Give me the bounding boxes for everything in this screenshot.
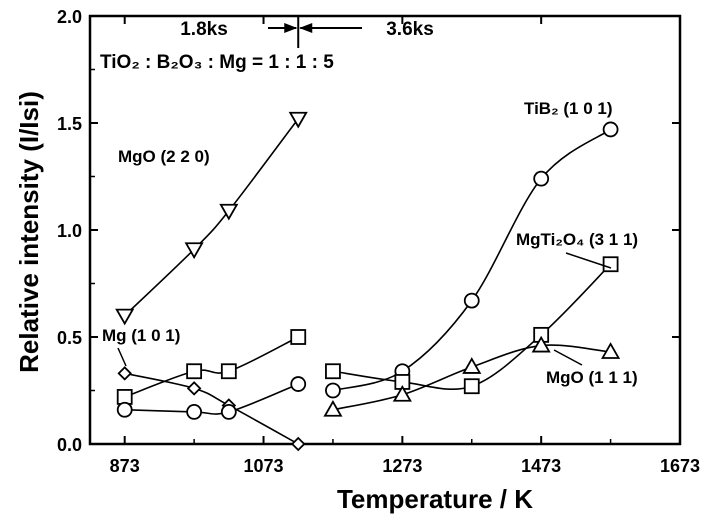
label-mgo-111: MgO (1 1 1) (546, 368, 638, 387)
y-tick-label-1: 0.5 (57, 328, 82, 348)
series-0-point-3 (288, 111, 308, 129)
y-tick-label-3: 1.5 (57, 114, 82, 134)
series-3-point-0 (116, 401, 133, 418)
series-4-point-4 (602, 121, 619, 138)
series-line-0 (124, 118, 299, 317)
series-1-point-3 (290, 436, 306, 452)
label-mgo-220: MgO (2 2 0) (118, 147, 210, 166)
series-line-4 (332, 128, 612, 392)
series-6-point-1 (392, 384, 412, 402)
time-arrow-left-head (284, 23, 298, 33)
x-tick-label-4: 1673 (660, 456, 700, 476)
series-2-point-3 (290, 329, 307, 345)
series-1-point-0 (117, 366, 132, 381)
series-6-point-2 (462, 357, 482, 374)
leader-mgti2o4-311 (565, 252, 612, 269)
composition-label: TiO₂ : B₂O₃ : Mg = 1 : 1 : 5 (100, 52, 334, 73)
series-2-point-1 (186, 363, 203, 380)
label-mg-101: Mg (1 0 1) (102, 326, 180, 345)
x-tick-label-2: 1273 (382, 456, 422, 476)
leader-mgo-111 (553, 349, 583, 366)
series-2-point-2 (220, 363, 237, 380)
y-tick-label-0: 0.0 (57, 435, 82, 455)
x-tick-label-0: 873 (110, 456, 140, 476)
series-6-point-4 (601, 342, 621, 359)
ticks: 873 1073 1273 1473 1673 0.0 0.5 1.0 1.5 2.0 (57, 7, 700, 476)
label-tib2-101: TiB₂ (1 0 1) (524, 99, 613, 118)
series-5-point-0 (325, 363, 341, 380)
time-right-label: 3.6ks (386, 19, 434, 40)
series-0-point-0 (115, 308, 135, 326)
series-line-1 (124, 372, 299, 445)
series-5-point-2 (463, 378, 480, 395)
y-tick-label-4: 2.0 (57, 7, 82, 27)
series-1-point-1 (186, 381, 202, 396)
label-mgti2o4-311: MgTi₂O₄ (3 1 1) (516, 230, 638, 249)
series-line-2 (124, 336, 299, 398)
y-tick-label-2: 1.0 (57, 221, 82, 241)
series-3-point-3 (290, 376, 307, 392)
series-4-point-2 (463, 292, 480, 309)
markers (115, 111, 621, 452)
time-left-label: 1.8ks (180, 19, 228, 40)
series-0-point-2 (219, 203, 239, 221)
series-4-point-3 (533, 170, 550, 187)
series-0-point-1 (184, 242, 204, 260)
series-4-point-0 (325, 382, 341, 399)
series-5-point-4 (602, 256, 619, 273)
y-axis-label: Relative intensity (I/Isi) (14, 91, 44, 373)
series-6-point-3 (531, 335, 551, 353)
x-tick-label-1: 1073 (244, 456, 284, 476)
x-tick-label-3: 1473 (521, 456, 561, 476)
series-line-3 (124, 383, 299, 415)
series-3-point-2 (220, 403, 237, 420)
leader-mg-101 (117, 347, 127, 367)
series-3-point-1 (186, 403, 203, 420)
series-6-point-0 (323, 399, 343, 417)
time-arrow-right-head (299, 23, 313, 33)
series-2-point-0 (116, 389, 133, 405)
curves (124, 118, 612, 445)
x-axis-label: Temperature / K (337, 484, 533, 514)
